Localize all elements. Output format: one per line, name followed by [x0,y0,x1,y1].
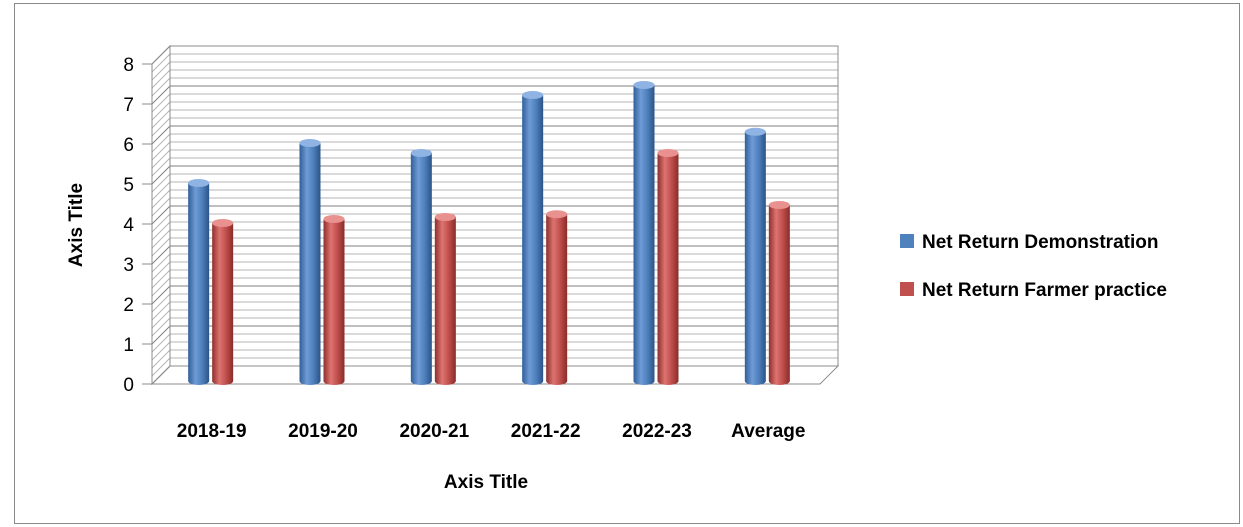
legend: Net Return Demonstration Net Return Farme… [900,232,1167,301]
legend-label: Net Return Farmer practice [922,280,1167,301]
x-category-label: 2018-19 [177,421,247,442]
bar-net-return-farmer-practice-Average [768,201,790,385]
bar-net-return-demonstration-2021-22 [522,91,544,385]
plot-walls [150,44,840,386]
y-tick-label: 4 [123,215,134,236]
x-category-label: 2019-20 [288,421,358,442]
legend-label: Net Return Demonstration [922,232,1158,253]
legend-swatch [900,234,914,248]
y-tick-label: 8 [123,55,134,76]
x-axis-title: Axis Title [444,472,528,493]
y-tick-label: 0 [123,375,134,396]
bar-net-return-farmer-practice-2019-20 [323,215,345,385]
y-tick-label: 1 [123,335,134,356]
bar-net-return-demonstration-Average [744,127,766,385]
bar-net-return-farmer-practice-2022-23 [657,149,679,385]
gridlines [151,45,838,385]
legend-item: Net Return Farmer practice [900,280,1167,301]
x-category-label: 2020-21 [399,421,469,442]
legend-item: Net Return Demonstration [900,232,1158,253]
bar-net-return-demonstration-2020-21 [410,149,432,385]
y-axis-title: Axis Title [66,183,87,267]
y-tick-label: 7 [123,95,134,116]
bar-net-return-farmer-practice-2018-19 [212,219,234,385]
bars [188,81,790,385]
bar-net-return-farmer-practice-2020-21 [434,213,456,385]
bar-net-return-demonstration-2019-20 [299,139,321,385]
x-category-label: 2021-22 [511,421,581,442]
legend-swatch [900,282,914,296]
y-tick-label: 6 [123,135,134,156]
bar-net-return-demonstration-2022-23 [633,81,655,385]
x-category-label: 2022-23 [622,421,692,442]
y-tick-label: 5 [123,175,134,196]
y-tick-label: 2 [123,295,134,316]
y-tick-label: 3 [123,255,134,276]
bar-net-return-demonstration-2018-19 [188,179,210,385]
y-axis-ticks: 0 1 2 3 4 5 6 7 8 [123,55,152,396]
x-category-label: Average [731,421,805,442]
x-axis-categories: 2018-19 2019-20 2020-21 2021-22 2022-23 Avera… [177,421,806,442]
bar-net-return-farmer-practice-2021-22 [546,210,568,385]
